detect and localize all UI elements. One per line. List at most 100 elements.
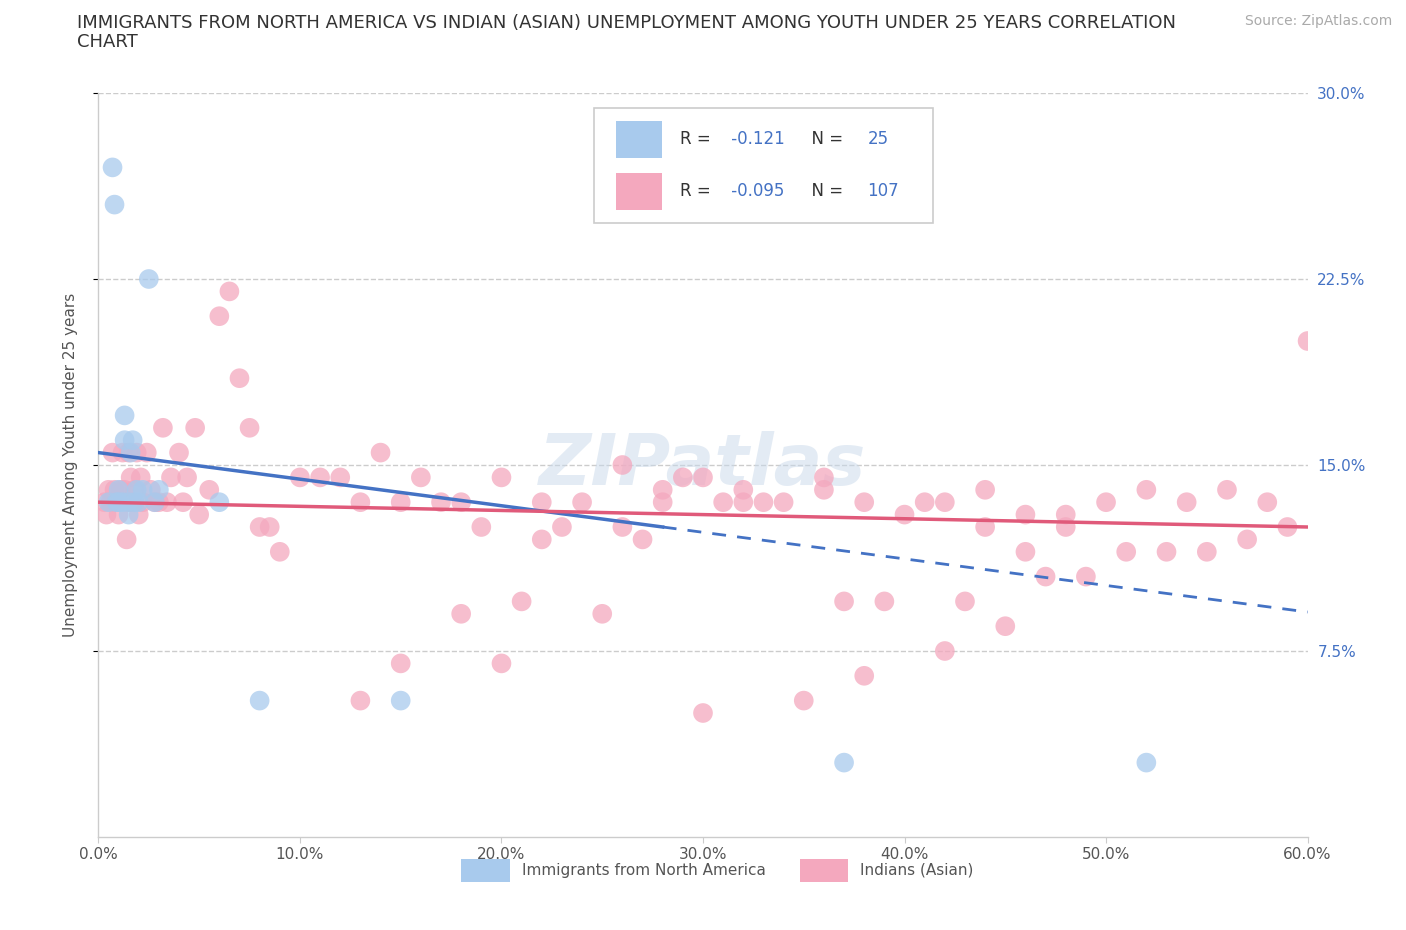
Point [125, 483, 148, 498]
Point [105, 495, 128, 510]
Point [692, 706, 714, 721]
Point [470, 520, 492, 535]
Point [914, 495, 936, 510]
Point [1035, 569, 1057, 584]
Point [893, 507, 915, 522]
Point [934, 495, 956, 510]
Point [269, 544, 291, 559]
Point [510, 594, 533, 609]
Point [672, 470, 695, 485]
Point [974, 483, 997, 498]
Point [530, 495, 553, 510]
Point [772, 495, 794, 510]
Point [239, 420, 262, 435]
Point [571, 495, 593, 510]
Point [172, 495, 194, 510]
Text: CHART: CHART [77, 33, 138, 50]
Point [651, 495, 673, 510]
Text: 25: 25 [868, 130, 889, 148]
Point [111, 495, 134, 510]
Point [114, 408, 136, 423]
Point [994, 618, 1017, 633]
Point [188, 507, 211, 522]
Point [450, 495, 472, 510]
Point [329, 470, 352, 485]
Point [853, 495, 876, 510]
Point [832, 594, 855, 609]
Text: ZIPatlas: ZIPatlas [540, 431, 866, 499]
Point [110, 483, 132, 498]
Point [491, 656, 513, 671]
Point [128, 495, 150, 510]
Point [132, 495, 155, 510]
FancyBboxPatch shape [616, 173, 662, 210]
Point [389, 693, 412, 708]
Point [184, 420, 207, 435]
Text: R =: R = [681, 130, 716, 148]
Point [208, 495, 231, 510]
Point [160, 470, 183, 485]
Point [813, 470, 835, 485]
Point [1195, 544, 1218, 559]
Point [121, 432, 143, 447]
Point [1156, 544, 1178, 559]
Point [612, 520, 634, 535]
Point [1014, 507, 1036, 522]
Point [124, 495, 146, 510]
Text: N =: N = [801, 182, 848, 200]
Point [631, 532, 654, 547]
Text: IMMIGRANTS FROM NORTH AMERICA VS INDIAN (ASIAN) UNEMPLOYMENT AMONG YOUTH UNDER 2: IMMIGRANTS FROM NORTH AMERICA VS INDIAN … [77, 14, 1177, 32]
FancyBboxPatch shape [616, 121, 662, 158]
Point [1054, 520, 1077, 535]
Point [107, 495, 129, 510]
Point [309, 470, 332, 485]
Point [138, 272, 160, 286]
Point [1216, 483, 1239, 498]
Point [692, 470, 714, 485]
Point [733, 495, 755, 510]
Point [1135, 483, 1157, 498]
Point [118, 445, 141, 460]
Point [96, 507, 118, 522]
Point [1074, 569, 1097, 584]
Point [101, 160, 124, 175]
Point [450, 606, 472, 621]
Point [853, 669, 876, 684]
Point [591, 606, 613, 621]
Point [813, 483, 835, 498]
Point [1014, 544, 1036, 559]
Point [167, 445, 190, 460]
Point [249, 520, 271, 535]
Point [711, 495, 734, 510]
Point [1256, 495, 1278, 510]
Point [832, 755, 855, 770]
Point [125, 445, 148, 460]
Text: N =: N = [801, 130, 848, 148]
Point [551, 520, 574, 535]
Point [934, 644, 956, 658]
Point [143, 495, 166, 510]
Point [114, 432, 136, 447]
Point [135, 445, 157, 460]
Point [1277, 520, 1299, 535]
Text: Indians (Asian): Indians (Asian) [860, 863, 973, 878]
Point [107, 483, 129, 498]
Point [1296, 334, 1319, 349]
Point [1095, 495, 1118, 510]
Point [873, 594, 896, 609]
Point [389, 495, 412, 510]
Point [974, 520, 997, 535]
Text: Immigrants from North America: Immigrants from North America [522, 863, 765, 878]
Point [349, 495, 371, 510]
Point [100, 495, 122, 510]
Y-axis label: Unemployment Among Youth under 25 years: Unemployment Among Youth under 25 years [63, 293, 77, 637]
Point [651, 483, 673, 498]
Point [953, 594, 976, 609]
Point [430, 495, 453, 510]
FancyBboxPatch shape [461, 859, 509, 882]
Text: -0.095: -0.095 [725, 182, 785, 200]
Point [124, 483, 146, 498]
Point [148, 483, 170, 498]
Point [143, 495, 166, 510]
Point [105, 495, 128, 510]
